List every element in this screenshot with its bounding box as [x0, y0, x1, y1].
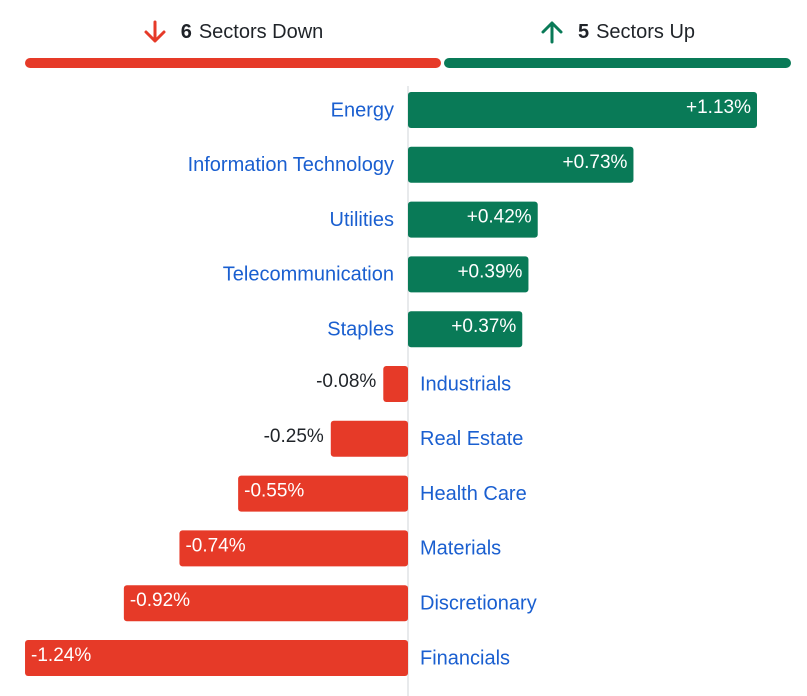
bar-health-care [238, 475, 408, 512]
sectors-up-ratio-bar [444, 58, 791, 68]
bar-information-technology [408, 146, 634, 183]
value-label-health-care: -0.55% [244, 481, 304, 502]
sector-summary: 6 Sectors Down 5 Sectors Up [0, 0, 807, 68]
category-label-staples: Staples [327, 318, 394, 340]
category-label-information-technology: Information Technology [188, 154, 394, 176]
bar-industrials [383, 366, 408, 402]
value-label-materials: -0.74% [185, 535, 245, 556]
bar-financials [25, 640, 408, 676]
category-label-energy: Energy [331, 99, 394, 121]
bar-materials [179, 530, 408, 567]
category-label-telecommunication: Telecommunication [223, 264, 394, 286]
category-label-materials: Materials [420, 538, 501, 560]
sectors-down-summary: 6 Sectors Down [25, 16, 441, 48]
category-label-discretionary: Discretionary [420, 592, 537, 614]
sectors-down-label: Sectors Down [198, 20, 324, 43]
category-label-industrials: Industrials [420, 373, 511, 395]
sectors-down-count: 6 [180, 20, 192, 43]
value-label-financials: -1.24% [31, 645, 91, 666]
value-label-information-technology: +0.73% [562, 152, 627, 173]
bar-staples [408, 311, 523, 348]
sectors-up-label: Sectors Up [596, 20, 696, 43]
category-label-health-care: Health Care [420, 483, 527, 505]
bar-energy [408, 92, 757, 128]
value-label-utilities: +0.42% [467, 207, 532, 228]
bar-utilities [408, 201, 538, 238]
value-label-energy: +1.13% [686, 97, 751, 118]
bar-real-estate [330, 420, 408, 457]
value-label-industrials: -0.08% [316, 371, 376, 392]
value-label-real-estate: -0.25% [264, 426, 324, 447]
category-label-financials: Financials [420, 647, 510, 669]
category-label-real-estate: Real Estate [420, 428, 523, 450]
arrow-down-icon [143, 19, 167, 45]
sectors-up-count: 5 [577, 20, 590, 43]
bar-telecommunication [408, 256, 529, 293]
value-label-telecommunication: +0.39% [457, 261, 522, 282]
arrow-up-icon [540, 19, 564, 45]
value-label-staples: +0.37% [451, 316, 516, 337]
sectors-down-ratio-bar [25, 58, 441, 68]
value-label-discretionary: -0.92% [130, 590, 190, 611]
bar-discretionary [123, 585, 409, 622]
sectors-up-summary: 5 Sectors Up [444, 16, 791, 48]
category-label-utilities: Utilities [330, 209, 394, 231]
